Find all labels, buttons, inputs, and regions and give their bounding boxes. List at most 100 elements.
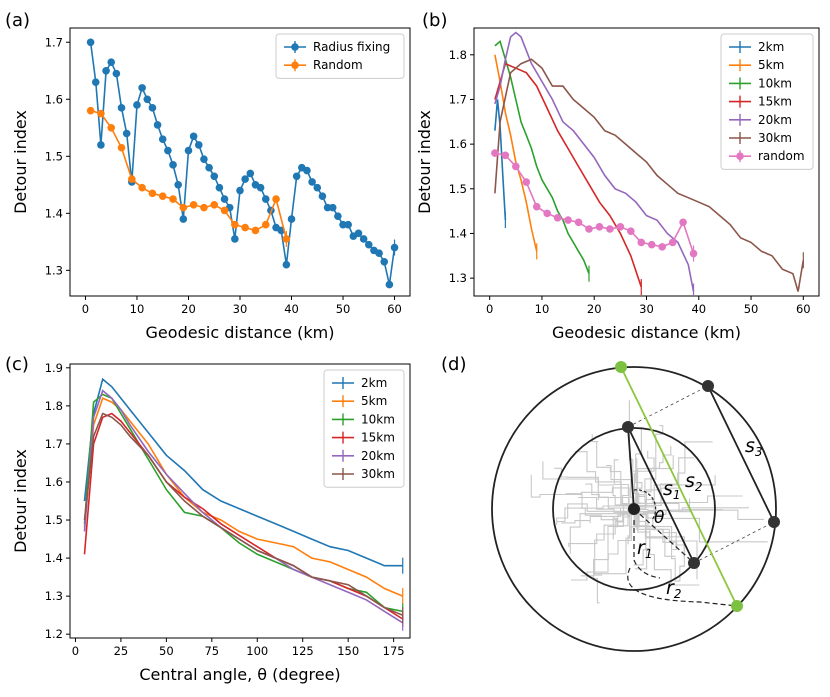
- road-segment: [578, 496, 629, 517]
- series-line-15km: [494, 62, 643, 288]
- legend-label: 5km: [361, 394, 387, 408]
- data-point: [679, 218, 687, 227]
- data-point: [91, 78, 100, 86]
- r1-bracket: [633, 520, 661, 579]
- x-axis-label: Geodesic distance (km): [146, 323, 335, 342]
- road-segment: [569, 513, 631, 554]
- road-segment: [591, 434, 632, 505]
- data-point: [220, 206, 229, 215]
- series-line-2km: [494, 99, 507, 221]
- series-line-15km: [83, 412, 404, 620]
- radius-r1: [633, 508, 695, 564]
- data-point: [553, 214, 562, 222]
- legend-label: 30km: [758, 131, 792, 145]
- data-point: [380, 257, 389, 266]
- road-segment: [530, 474, 630, 506]
- x-tick-label: 0: [82, 302, 89, 316]
- legend-marker: [291, 61, 299, 69]
- y-tick-label: 1.6: [45, 475, 63, 489]
- data-point: [637, 238, 646, 247]
- x-axis-label: Central angle, θ (degree): [139, 665, 340, 684]
- data-point: [344, 220, 352, 229]
- y-tick-label: 1.9: [45, 361, 63, 375]
- label-theta: θ: [654, 508, 665, 528]
- data-point: [241, 175, 249, 183]
- road-segment: [639, 510, 768, 543]
- data-point: [215, 183, 224, 192]
- y-tick-label: 1.6: [449, 137, 467, 151]
- y-tick-label: 1.3: [45, 589, 63, 603]
- y-tick-label: 1.4: [45, 551, 63, 565]
- x-tick-label: 50: [744, 302, 759, 316]
- data-point: [627, 227, 635, 236]
- road-segment: [556, 503, 629, 525]
- legend-label: 5km: [758, 58, 784, 72]
- legend-label: 20km: [361, 449, 395, 463]
- outer-node-top: [702, 380, 714, 392]
- series-line-30km: [83, 412, 404, 616]
- x-tick-label: 20: [587, 302, 602, 316]
- radius-r2-arc: [627, 567, 738, 607]
- data-point: [354, 229, 363, 238]
- data-point: [128, 175, 136, 183]
- legend-box: [720, 33, 814, 170]
- dashed-link-top: [627, 385, 709, 428]
- data-point: [385, 280, 394, 289]
- x-tick-label: 40: [691, 302, 706, 316]
- legend: 2km 5km 10km 15km 20km 30km random: [720, 33, 814, 170]
- road-segment: [568, 512, 630, 547]
- outer-node-right: [768, 516, 780, 528]
- data-point: [220, 195, 229, 203]
- x-tick-label: 30: [639, 302, 654, 316]
- legend-label: 2km: [758, 40, 784, 54]
- data-point: [169, 161, 177, 169]
- legend-marker: [736, 152, 744, 160]
- x-tick-label: 125: [292, 644, 314, 658]
- legend-label: 2km: [361, 376, 387, 390]
- road-segment: [571, 509, 630, 581]
- data-point: [164, 146, 172, 155]
- data-point: [97, 109, 105, 118]
- green-chord: [620, 366, 738, 607]
- data-point: [169, 195, 177, 203]
- label-s2: s2: [685, 470, 703, 494]
- data-point: [658, 243, 666, 251]
- y-axis-label: Detour index: [11, 449, 30, 553]
- data-point: [112, 69, 121, 78]
- legend-label: 30km: [361, 467, 395, 481]
- label-r1: r1: [637, 537, 652, 561]
- center-node: [628, 503, 640, 515]
- inner-node-top: [622, 421, 634, 433]
- data-point: [261, 195, 270, 203]
- y-tick-label: 1.7: [45, 437, 63, 451]
- chord-s2: [627, 426, 695, 564]
- panel-c: 0 25 50 75 100 125 150 175 1.2 1.3 1.4 1.5 1.6 1.7 1.8…: [11, 361, 411, 684]
- data-point: [210, 172, 219, 181]
- data-point: [318, 192, 327, 201]
- road-segment: [639, 475, 716, 510]
- data-point: [595, 222, 604, 231]
- data-point: [97, 141, 105, 149]
- data-point: [241, 223, 249, 232]
- data-point: [282, 260, 291, 269]
- y-tick-label: 1.5: [449, 182, 467, 196]
- x-tick-label: 0: [486, 302, 493, 316]
- y-tick-label: 1.7: [45, 35, 63, 49]
- data-point: [501, 151, 510, 160]
- x-tick-label: 40: [284, 302, 299, 316]
- data-point: [138, 84, 146, 92]
- data-point: [359, 235, 368, 243]
- data-point: [200, 155, 208, 163]
- panel-d-diagram: s1 s2 s3 θ r1 r2: [491, 361, 780, 652]
- data-point: [585, 225, 593, 233]
- road-segment: [640, 498, 691, 513]
- data-point: [287, 215, 296, 223]
- data-point: [261, 220, 270, 229]
- series-line-30km: [494, 58, 805, 292]
- green-node-top: [615, 361, 627, 373]
- data-point: [117, 143, 126, 152]
- series-line-random: [494, 152, 695, 254]
- x-tick-label: 20: [181, 302, 196, 316]
- data-point: [153, 121, 162, 129]
- data-point: [246, 169, 255, 178]
